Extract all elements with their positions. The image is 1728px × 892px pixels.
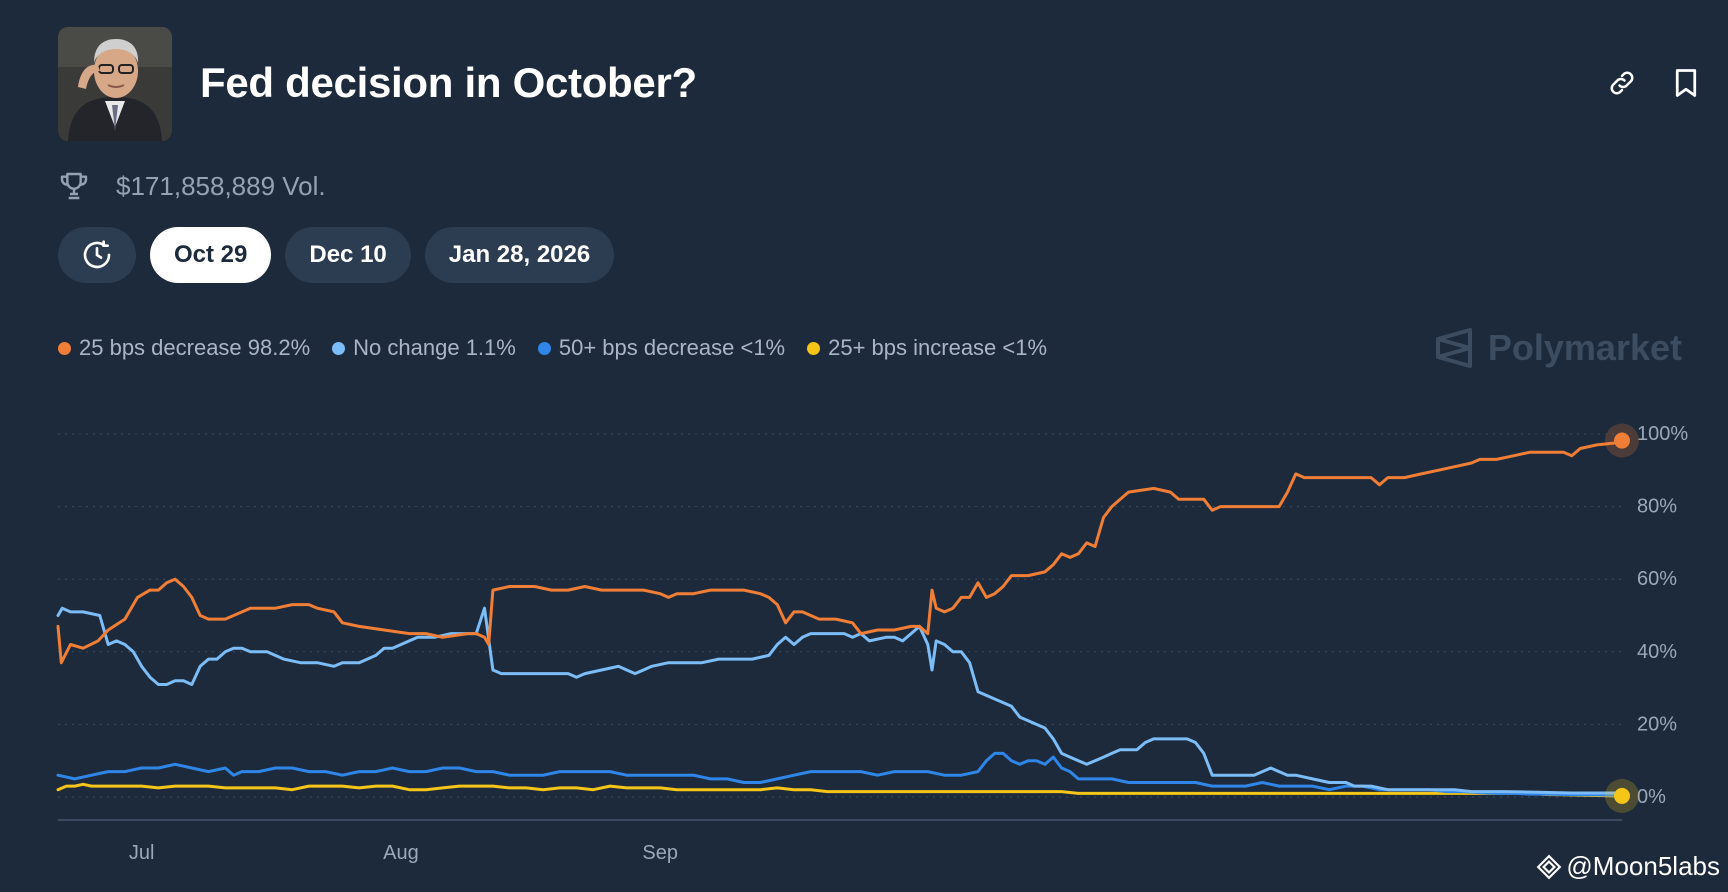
legend-item-25bps-increase[interactable]: 25+ bps increase <1% bbox=[807, 335, 1047, 361]
chart-legend: 25 bps decrease 98.2% No change 1.1% 50+… bbox=[58, 332, 1069, 364]
series-line-25-bps-increase bbox=[56, 782, 1624, 798]
market-header: Fed decision in October? bbox=[58, 27, 1728, 141]
history-tab[interactable] bbox=[58, 227, 136, 283]
tab-oct-29[interactable]: Oct 29 bbox=[150, 227, 272, 283]
volume-row: $171,858,889 Vol. bbox=[58, 168, 326, 204]
legend-item-50bps-decrease[interactable]: 50+ bps decrease <1% bbox=[537, 335, 786, 361]
legend-dot bbox=[332, 341, 346, 355]
legend-item-no-change[interactable]: No change 1.1% bbox=[332, 335, 516, 361]
market-avatar bbox=[58, 27, 172, 141]
legend-label: 25 bps decrease 98.2% bbox=[79, 335, 311, 360]
link-icon[interactable] bbox=[1604, 65, 1640, 101]
legend-label: No change 1.1% bbox=[353, 335, 516, 360]
end-marker bbox=[1614, 432, 1630, 449]
trophy-icon bbox=[60, 172, 88, 200]
x-tick-label: Aug bbox=[383, 842, 419, 864]
x-tick-label: Jul bbox=[129, 842, 155, 864]
y-tick-label: 80% bbox=[1637, 496, 1677, 518]
series-line-no-change bbox=[56, 606, 1624, 795]
watermark: @Moon5labs bbox=[1536, 851, 1720, 882]
legend-item-25bps-decrease[interactable]: 25 bps decrease 98.2% bbox=[58, 335, 310, 361]
x-tick-label: Sep bbox=[642, 842, 678, 864]
legend-dot bbox=[537, 341, 551, 355]
polymarket-icon bbox=[1435, 328, 1472, 368]
brand-name: Polymarket bbox=[1487, 327, 1682, 368]
portrait-image bbox=[58, 27, 172, 141]
diamond-logo-icon bbox=[1537, 854, 1562, 879]
watermark-text: @Moon5labs bbox=[1566, 851, 1720, 881]
y-tick-label: 20% bbox=[1637, 713, 1677, 735]
tab-dec-10[interactable]: Dec 10 bbox=[285, 227, 411, 283]
legend-label: 25+ bps increase <1% bbox=[828, 335, 1048, 360]
end-marker bbox=[1614, 787, 1630, 804]
y-tick-label: 0% bbox=[1637, 786, 1666, 808]
series-line-25-bps-decrease bbox=[56, 439, 1624, 665]
history-icon bbox=[83, 240, 111, 269]
volume-text: $171,858,889 Vol. bbox=[116, 170, 326, 201]
legend-dot bbox=[807, 341, 821, 355]
legend-label: 50+ bps decrease <1% bbox=[558, 335, 786, 360]
bookmark-icon[interactable] bbox=[1668, 65, 1704, 101]
market-title: Fed decision in October? bbox=[200, 59, 697, 106]
series-line-50-bps-decrease bbox=[56, 751, 1624, 797]
polymarket-logo: Polymarket bbox=[1434, 323, 1682, 373]
date-tabs: Oct 29 Dec 10 Jan 28, 2026 bbox=[58, 227, 615, 283]
y-tick-label: 40% bbox=[1637, 641, 1677, 663]
y-tick-label: 100% bbox=[1637, 423, 1688, 445]
tab-jan-28-2026[interactable]: Jan 28, 2026 bbox=[424, 227, 615, 283]
y-tick-label: 60% bbox=[1637, 568, 1677, 590]
legend-dot bbox=[58, 341, 71, 355]
